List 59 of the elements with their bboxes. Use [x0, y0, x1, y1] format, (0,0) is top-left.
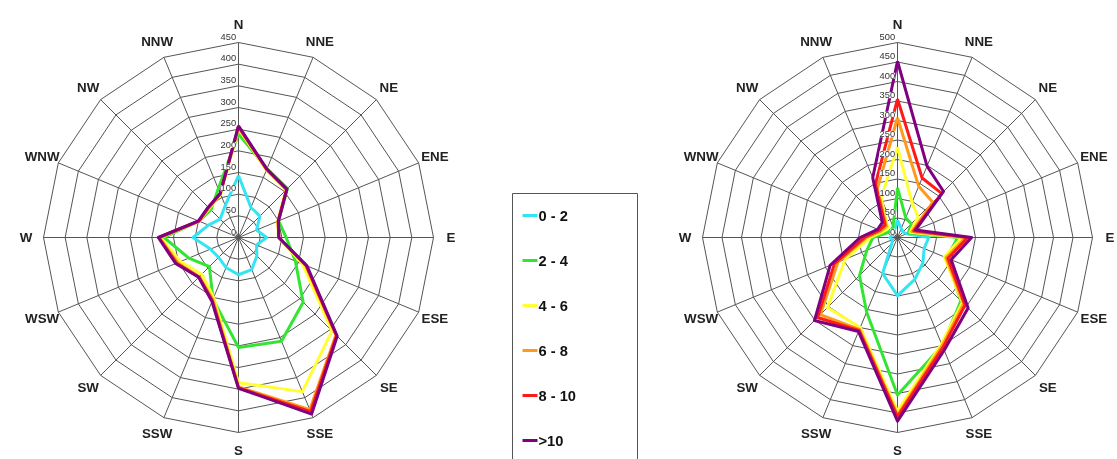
y-tick-label: 100 — [879, 187, 896, 198]
y-tick-label: 0 — [230, 226, 237, 237]
spoke-label: NE — [1038, 79, 1058, 95]
y-tick-label: 350 — [220, 74, 237, 85]
spoke-label: SSW — [800, 426, 832, 442]
y-tick-label: 50 — [225, 204, 237, 215]
y-tick-label: 400 — [879, 70, 896, 81]
y-tick-label: 150 — [220, 161, 237, 172]
y-tick-label: 150 — [879, 168, 896, 179]
spoke-label: WNW — [683, 148, 719, 164]
spoke-label: ENE — [1080, 148, 1108, 164]
spoke-label: WSW — [684, 311, 719, 327]
y-tick-label: 200 — [220, 139, 237, 150]
y-tick-label: 450 — [879, 51, 896, 62]
spoke-label: ENE — [421, 148, 449, 164]
y-tick-label: 100 — [220, 183, 237, 194]
spoke-label: ESE — [421, 311, 449, 327]
y-tick-label: 350 — [879, 90, 896, 101]
y-tick-label: 250 — [879, 129, 896, 140]
spoke-label: SE — [1038, 380, 1057, 396]
y-tick-label: 300 — [220, 96, 237, 107]
y-tick-label: 400 — [220, 53, 237, 64]
spoke-label: SSW — [141, 426, 173, 442]
y-tick-label: 0 — [889, 226, 896, 237]
spoke-label: E — [446, 230, 456, 245]
spoke-label: SW — [736, 380, 759, 396]
spoke-label: NNW — [141, 33, 174, 49]
spoke-label: SE — [379, 380, 398, 396]
legend-label: 0 - 2 — [538, 207, 568, 224]
legend-label: 4 - 6 — [538, 297, 568, 314]
spoke-label: N — [233, 17, 244, 33]
spoke-label: WNW — [24, 148, 60, 164]
spoke-label: SSE — [965, 426, 993, 442]
spoke-label: WSW — [25, 311, 60, 327]
spoke-label: ESE — [1080, 311, 1108, 327]
y-tick-label: 200 — [879, 148, 896, 159]
spoke-label: SSE — [306, 426, 334, 442]
spoke-label: NNW — [800, 33, 833, 49]
spoke-label: NE — [379, 79, 399, 95]
spoke-label: SW — [77, 380, 100, 396]
spoke-label: W — [678, 230, 692, 245]
spoke-label: NNE — [964, 33, 994, 49]
spoke-label: N — [892, 17, 903, 33]
spoke-label: NW — [77, 79, 100, 95]
spoke-label: E — [1105, 230, 1115, 245]
legend-label: >10 — [538, 432, 564, 449]
y-tick-label: 250 — [220, 118, 237, 129]
legend-label: 6 - 8 — [538, 342, 568, 359]
spoke-label: W — [19, 230, 33, 245]
y-tick-label: 450 — [220, 31, 237, 42]
y-tick-label: 300 — [879, 109, 896, 120]
spoke-label: S — [234, 442, 244, 458]
legend-label: 2 - 4 — [538, 252, 569, 269]
spoke-label: S — [893, 442, 903, 458]
spoke-label: NNE — [305, 33, 335, 49]
y-tick-label: 500 — [879, 31, 896, 42]
y-tick-label: 50 — [884, 207, 896, 218]
spoke-label: NW — [736, 79, 759, 95]
legend-label: 8 - 10 — [538, 387, 576, 404]
